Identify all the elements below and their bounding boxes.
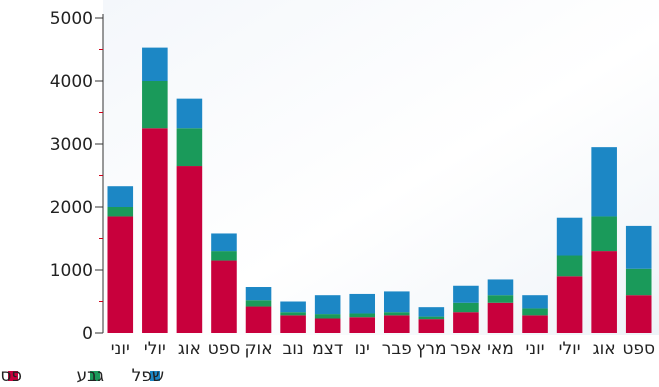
bar-segment-1	[176, 166, 203, 333]
x-tick-label: פבר	[382, 339, 412, 359]
x-tick-label: יוני	[111, 339, 130, 359]
bar-segment-1	[211, 260, 237, 333]
bar-segment-2	[625, 268, 652, 296]
bar-segment-3	[280, 301, 306, 313]
bar-segment-3	[453, 285, 479, 303]
y-tick-label: 1000	[50, 261, 93, 281]
x-tick-label: נוב	[282, 339, 303, 359]
bar-segment-2	[383, 312, 410, 316]
bar-segment-2	[107, 207, 134, 217]
legend-label: שפל	[132, 366, 164, 386]
bar-segment-3	[383, 291, 410, 313]
bar-segment-1	[625, 295, 652, 333]
y-tick-label: 2000	[50, 198, 93, 218]
bar-segment-3	[418, 307, 445, 317]
bar-segment-2	[453, 302, 479, 313]
bar-segment-3	[211, 233, 237, 252]
bar-segment-2	[142, 81, 168, 129]
x-tick-label: אוג	[178, 339, 201, 359]
bar-segment-1	[556, 276, 583, 333]
bar-segment-2	[591, 216, 617, 252]
x-tick-label: אפר	[450, 339, 482, 359]
bar-segment-1	[349, 317, 376, 333]
x-tick-label: יוני	[526, 339, 545, 359]
bar-segment-1	[107, 216, 134, 333]
bar-segment-2	[314, 314, 341, 319]
x-tick-label: אוג	[593, 339, 616, 359]
bar-segment-1	[314, 318, 341, 333]
bar-segment-2	[211, 251, 237, 261]
bar-segment-2	[280, 312, 306, 316]
bar-segment-2	[487, 295, 514, 303]
y-tick-label: 5000	[50, 9, 93, 29]
y-tick-label: 4000	[50, 72, 93, 92]
bar-segment-1	[383, 315, 410, 333]
bar-segment-3	[591, 147, 617, 217]
bar-segment-3	[176, 98, 203, 129]
bar-segment-3	[487, 279, 514, 296]
y-tick-label: 0	[82, 324, 93, 344]
x-tick-label: ספט	[622, 339, 655, 359]
bar-segment-1	[453, 312, 479, 333]
bar-segment-3	[107, 186, 134, 207]
legend-swatch	[90, 371, 100, 381]
bar-segment-3	[142, 47, 168, 81]
bar-segment-2	[245, 300, 272, 307]
bar-segment-1	[245, 306, 272, 333]
bar-segment-3	[314, 295, 341, 315]
bar-segment-3	[349, 293, 376, 314]
bar-segment-2	[522, 308, 548, 316]
x-tick-label: יולי	[144, 339, 166, 359]
bar-segment-2	[176, 128, 203, 167]
bar-segment-3	[522, 295, 548, 309]
bar-segment-1	[522, 315, 548, 333]
x-tick-label: אוק	[245, 339, 273, 359]
x-tick-label: יולי	[559, 339, 581, 359]
bar-segment-2	[556, 255, 583, 277]
x-tick-label: ינו	[355, 339, 370, 359]
bar-segment-1	[591, 251, 617, 333]
bar-segment-1	[142, 128, 168, 333]
x-tick-label: מרץ	[416, 339, 446, 359]
legend-label: גבע	[77, 366, 104, 386]
bar-segment-1	[487, 302, 514, 333]
x-tick-label: ספט	[208, 339, 241, 359]
legend-label: פסגה	[0, 366, 22, 386]
x-tick-label: מאי	[487, 339, 514, 359]
bar-segment-3	[625, 225, 652, 269]
bar-segment-1	[418, 319, 445, 333]
bar-segment-2	[349, 313, 376, 318]
bar-segment-2	[418, 316, 445, 320]
legend-swatch	[8, 371, 18, 381]
x-tick-label: דצמ	[312, 339, 343, 359]
bar-segment-3	[556, 217, 583, 256]
bar-segment-3	[245, 287, 272, 301]
y-tick-label: 3000	[50, 135, 93, 155]
bar-segment-1	[280, 315, 306, 333]
legend-swatch	[150, 371, 160, 381]
